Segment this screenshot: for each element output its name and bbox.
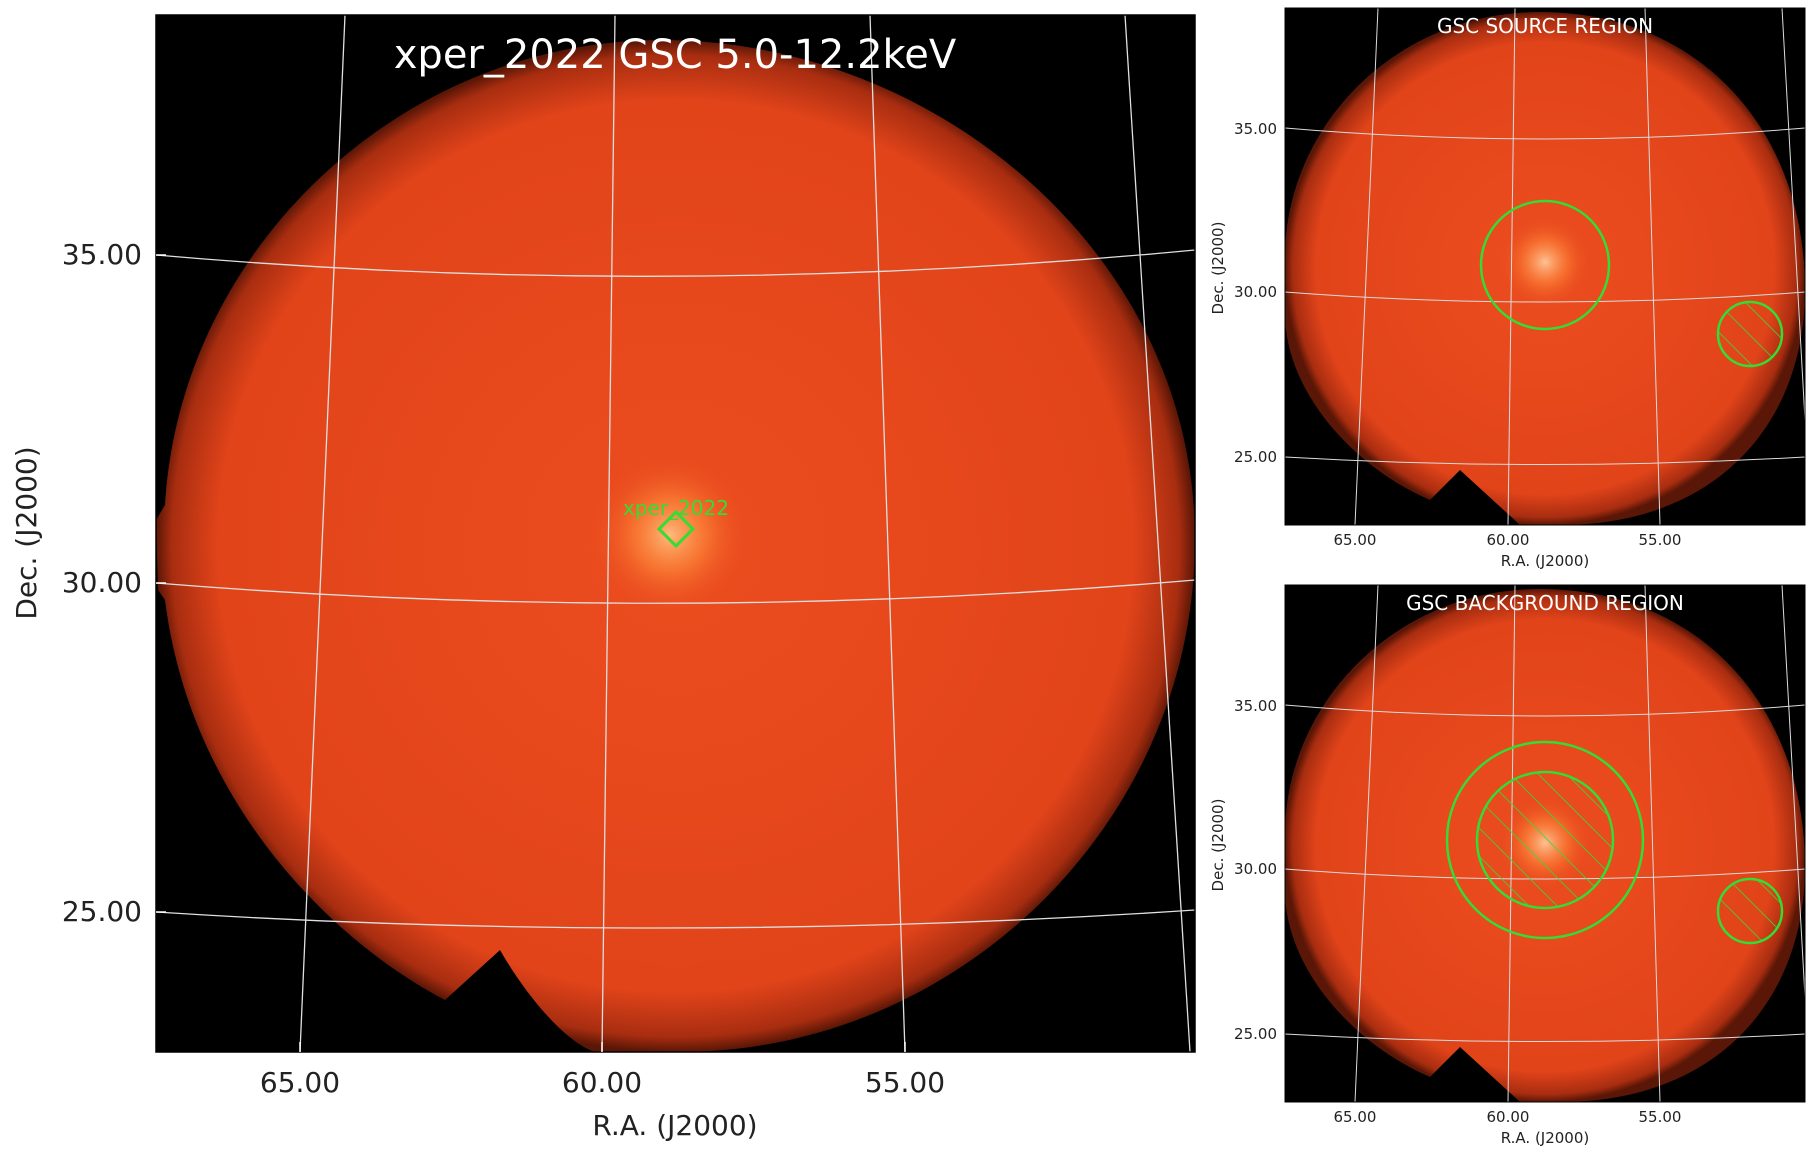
background-annulus-inner-excluded[interactable] [1475, 770, 1615, 910]
source-ylabel: Dec. (J2000) [1209, 222, 1227, 315]
background-frame [1284, 584, 1806, 1103]
background-xtick-60: 60.00 [1487, 1108, 1530, 1126]
source-xtick-60: 60.00 [1487, 531, 1530, 549]
main-source-diamond-marker[interactable] [656, 509, 696, 549]
source-xtick-55: 55.00 [1639, 531, 1682, 549]
source-title: GSC SOURCE REGION [1437, 14, 1653, 38]
main-xlabel: R.A. (J2000) [592, 1109, 757, 1142]
main-tick-marks [156, 254, 906, 1052]
background-coordinate-grid [1285, 585, 1805, 1102]
main-ytick-30: 30.00 [62, 566, 142, 599]
source-xtick-65: 65.00 [1334, 531, 1377, 549]
background-ytick-30: 30.00 [1234, 860, 1277, 878]
main-xtick-55: 55.00 [865, 1066, 945, 1099]
main-source-label: xper_2022 [623, 496, 729, 520]
source-coordinate-grid [1285, 8, 1805, 525]
main-image-panel: xper_2022 xper_2022 GSC 5.0-12.2keV 65.0… [10, 14, 1196, 1142]
background-title: GSC BACKGROUND REGION [1406, 591, 1684, 615]
source-ytick-35: 35.00 [1234, 120, 1277, 138]
main-xtick-60: 60.00 [562, 1066, 642, 1099]
background-xtick-65: 65.00 [1334, 1108, 1377, 1126]
main-source-glow [588, 453, 752, 617]
main-ylabel: Dec. (J2000) [10, 446, 43, 619]
source-xlabel: R.A. (J2000) [1501, 552, 1590, 570]
source-region-panel: GSC SOURCE REGION 65.00 60.00 55.00 R.A.… [1209, 7, 1806, 570]
source-ytick-30: 30.00 [1234, 283, 1277, 301]
main-coordinate-grid [156, 15, 1195, 1052]
source-ytick-25: 25.00 [1234, 448, 1277, 466]
main-frame [155, 14, 1196, 1053]
background-ylabel: Dec. (J2000) [1209, 799, 1227, 892]
background-ytick-35: 35.00 [1234, 697, 1277, 715]
source-frame [1284, 7, 1806, 526]
main-title: xper_2022 GSC 5.0-12.2keV [394, 32, 957, 78]
background-xtick-55: 55.00 [1639, 1108, 1682, 1126]
background-annulus-outer[interactable] [1445, 740, 1645, 940]
source-glow [1499, 216, 1591, 308]
source-circle-region[interactable] [1479, 199, 1611, 331]
main-ytick-25: 25.00 [62, 895, 142, 928]
source-excluded-region[interactable] [1716, 300, 1784, 368]
background-region-panel: GSC BACKGROUND REGION 65.00 60.00 55.00 … [1209, 584, 1806, 1147]
background-ytick-25: 25.00 [1234, 1025, 1277, 1043]
main-ytick-35: 35.00 [62, 238, 142, 271]
background-excluded-region[interactable] [1716, 877, 1784, 945]
main-xtick-65: 65.00 [260, 1066, 340, 1099]
background-xlabel: R.A. (J2000) [1501, 1129, 1590, 1147]
